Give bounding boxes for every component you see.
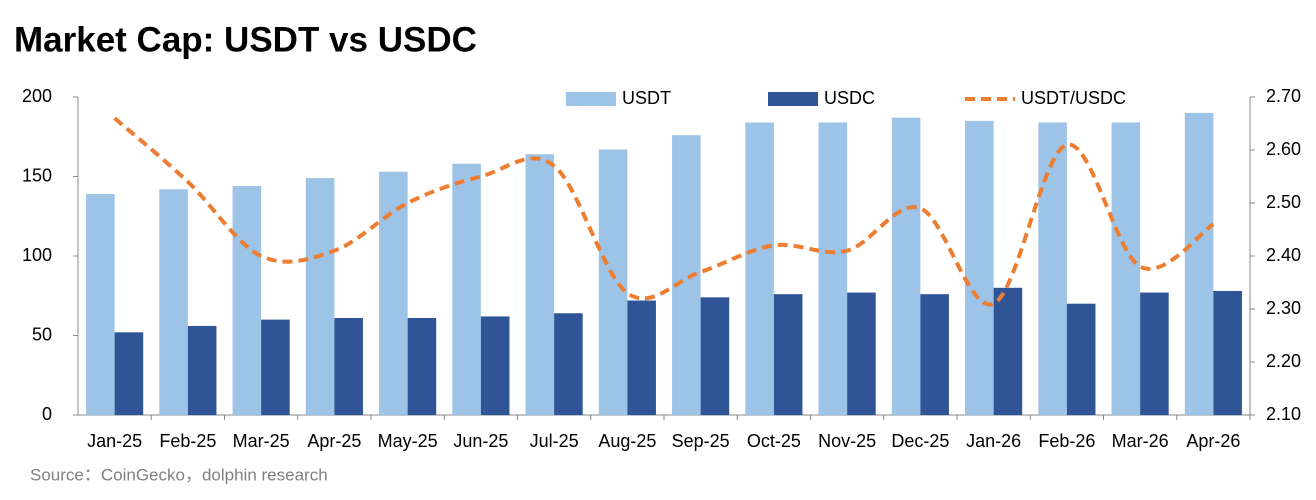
bar: [1184, 112, 1214, 416]
x-tick-label: Oct-25: [747, 431, 801, 451]
x-tick-label: Nov-25: [818, 431, 876, 451]
y2-tick-label: 2.40: [1266, 245, 1301, 265]
bar: [1111, 122, 1141, 415]
bar: [334, 318, 363, 415]
bar: [965, 120, 994, 415]
legend-swatch: [566, 92, 616, 106]
legend-label: USDT/USDC: [1021, 88, 1126, 108]
bar: [773, 294, 803, 415]
bar: [920, 294, 949, 415]
x-tick-label: Feb-25: [159, 431, 216, 451]
bar: [554, 313, 583, 415]
bar: [159, 189, 188, 415]
x-tick-label: Jan-26: [966, 431, 1021, 451]
y-tick-label: 50: [32, 324, 52, 344]
bar: [114, 332, 144, 415]
bar: [598, 149, 628, 415]
x-tick-label: May-25: [378, 431, 438, 451]
legend-swatch: [768, 92, 818, 106]
bar: [261, 319, 290, 415]
x-tick-label: Sep-25: [672, 431, 730, 451]
y-tick-label: 200: [22, 86, 52, 106]
source-note: Source：CoinGecko，dolphin research: [30, 465, 328, 484]
bar: [1140, 292, 1169, 415]
x-tick-label: Mar-25: [233, 431, 290, 451]
x-tick-label: Apr-25: [307, 431, 361, 451]
bar: [86, 193, 115, 415]
x-tick-label: Jul-25: [530, 431, 579, 451]
x-tick-label: Feb-26: [1038, 431, 1095, 451]
x-tick-label: Dec-25: [891, 431, 949, 451]
bar: [891, 117, 921, 416]
x-tick-label: Apr-26: [1186, 431, 1240, 451]
bar: [525, 154, 555, 416]
x-tick-label: Mar-26: [1112, 431, 1169, 451]
y2-tick-label: 2.20: [1266, 351, 1301, 371]
bar: [818, 122, 848, 415]
bar: [993, 287, 1023, 415]
bar: [627, 300, 656, 415]
y-tick-label: 150: [22, 165, 52, 185]
y2-tick-label: 2.30: [1266, 298, 1301, 318]
bar: [700, 297, 730, 415]
bar: [232, 186, 262, 415]
y2-tick-label: 2.60: [1266, 139, 1301, 159]
bar: [1066, 303, 1096, 415]
x-tick-label: Jun-25: [453, 431, 508, 451]
bar: [452, 163, 481, 415]
bar: [187, 325, 217, 415]
y2-tick-label: 2.50: [1266, 192, 1301, 212]
legend-label: USDT: [622, 88, 671, 108]
bar: [379, 171, 408, 415]
y-tick-label: 0: [42, 404, 52, 424]
y2-tick-label: 2.10: [1266, 404, 1301, 424]
bar: [1213, 290, 1242, 415]
bar: [480, 316, 510, 415]
bar: [745, 122, 774, 415]
chart-title: Market Cap: USDT vs USDC: [14, 20, 477, 59]
y2-tick-label: 2.70: [1266, 86, 1301, 106]
bar: [305, 178, 335, 415]
x-tick-label: Aug-25: [598, 431, 656, 451]
y-tick-label: 100: [22, 245, 52, 265]
bar: [407, 318, 437, 415]
legend-label: USDC: [824, 88, 875, 108]
bar: [1038, 122, 1067, 415]
x-tick-label: Jan-25: [87, 431, 142, 451]
bar: [847, 292, 876, 415]
